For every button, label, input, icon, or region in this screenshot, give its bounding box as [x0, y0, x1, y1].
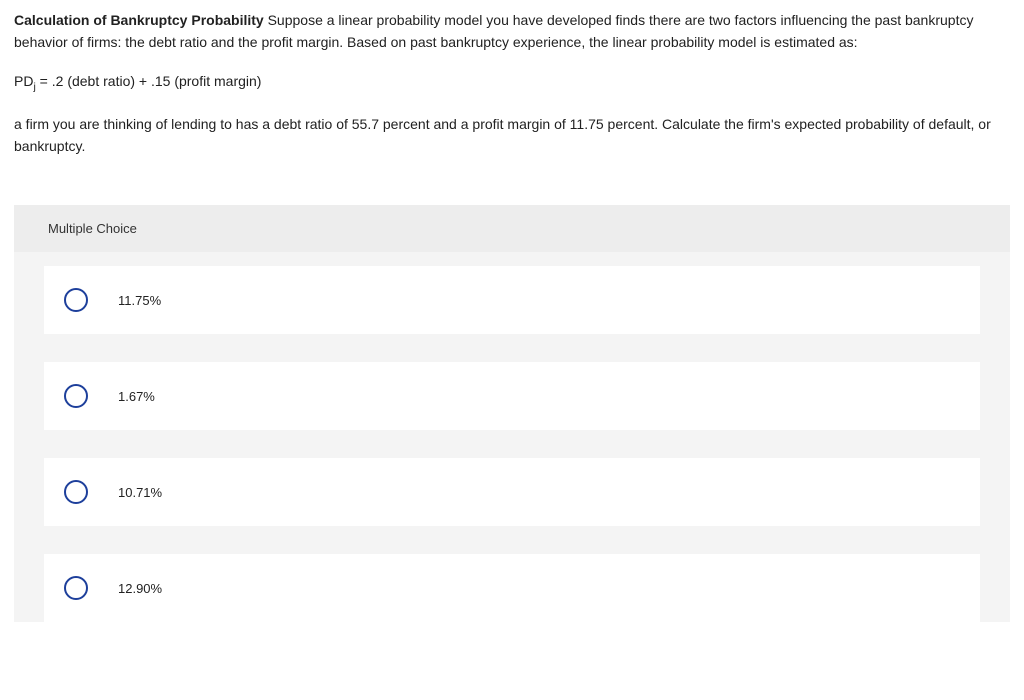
multiple-choice-block: Multiple Choice 11.75% 1.67% 10.71% 12.9…: [14, 205, 1010, 622]
equation-lhs-base: PD: [14, 73, 33, 89]
mc-header: Multiple Choice: [14, 205, 1010, 252]
option-1[interactable]: 11.75%: [44, 266, 980, 334]
option-label: 11.75%: [118, 293, 161, 308]
option-label: 10.71%: [118, 485, 162, 500]
question-prompt: a firm you are thinking of lending to ha…: [14, 114, 1010, 157]
question-bold-lead: Calculation of Bankruptcy Probability: [14, 12, 264, 28]
option-3[interactable]: 10.71%: [44, 458, 980, 526]
options-list: 11.75% 1.67% 10.71% 12.90%: [14, 252, 1010, 622]
radio-icon: [64, 384, 88, 408]
equation-rhs: = .2 (debt ratio) + .15 (profit margin): [36, 73, 262, 89]
radio-icon: [64, 576, 88, 600]
option-2[interactable]: 1.67%: [44, 362, 980, 430]
radio-icon: [64, 480, 88, 504]
radio-icon: [64, 288, 88, 312]
option-label: 1.67%: [118, 389, 155, 404]
option-4[interactable]: 12.90%: [44, 554, 980, 622]
option-label: 12.90%: [118, 581, 162, 596]
question-stem: Calculation of Bankruptcy Probability Su…: [14, 10, 1010, 53]
equation: PDj = .2 (debt ratio) + .15 (profit marg…: [14, 71, 1010, 96]
